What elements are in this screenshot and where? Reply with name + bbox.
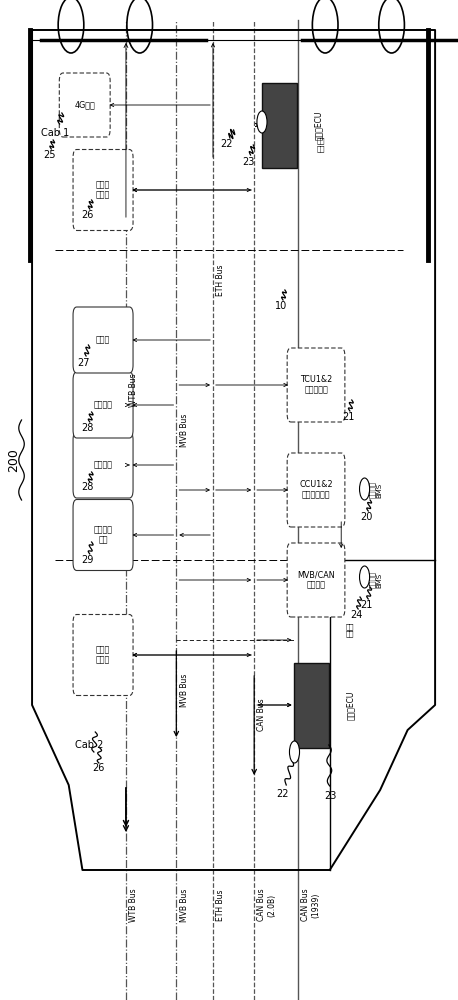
- FancyBboxPatch shape: [60, 73, 110, 137]
- Text: CCU1&2
微机控制单元: CCU1&2 微机控制单元: [299, 480, 333, 500]
- Text: 24: 24: [350, 610, 363, 620]
- FancyBboxPatch shape: [73, 614, 133, 696]
- Text: 动力电池
BMS: 动力电池 BMS: [369, 572, 382, 588]
- Text: 4G模块: 4G模块: [74, 101, 95, 109]
- FancyBboxPatch shape: [73, 307, 133, 373]
- Text: 发动机ECU: 发动机ECU: [346, 690, 355, 720]
- Text: TCU1&2
主变流器柜: TCU1&2 主变流器柜: [300, 375, 332, 395]
- FancyBboxPatch shape: [73, 149, 133, 230]
- Text: 交换机: 交换机: [96, 336, 110, 344]
- Circle shape: [360, 566, 370, 588]
- Text: 21: 21: [360, 600, 373, 610]
- Text: ETH Bus: ETH Bus: [216, 264, 225, 296]
- Circle shape: [257, 111, 267, 133]
- Text: 21: 21: [342, 412, 354, 422]
- Text: ETH Bus: ETH Bus: [216, 889, 225, 921]
- Text: 29: 29: [82, 555, 94, 565]
- FancyBboxPatch shape: [287, 348, 345, 422]
- Text: Cab 1: Cab 1: [41, 128, 69, 138]
- Text: 网关模块: 网关模块: [93, 460, 113, 470]
- Text: 动力电池
BMS: 动力电池 BMS: [369, 482, 382, 498]
- Text: 26: 26: [82, 210, 94, 220]
- FancyBboxPatch shape: [73, 500, 133, 570]
- Text: 20: 20: [360, 512, 373, 522]
- Text: CAN Bus
(2.0B): CAN Bus (2.0B): [257, 889, 277, 921]
- FancyBboxPatch shape: [73, 432, 133, 498]
- Text: 以太网
调试口: 以太网 调试口: [96, 180, 110, 200]
- Text: 发动机ECU: 发动机ECU: [314, 110, 323, 140]
- Text: WTB Bus: WTB Bus: [129, 888, 138, 922]
- Bar: [294, 662, 329, 748]
- Text: MVB Bus: MVB Bus: [180, 888, 189, 922]
- Text: Cab 2: Cab 2: [75, 740, 104, 750]
- Text: 25: 25: [43, 150, 56, 160]
- Text: 200: 200: [7, 448, 20, 472]
- Text: 事件记录
模块: 事件记录 模块: [93, 525, 113, 545]
- Text: MVB Bus: MVB Bus: [180, 413, 189, 447]
- Bar: [262, 83, 296, 167]
- Text: MVB/CAN
转换模块: MVB/CAN 转换模块: [297, 570, 335, 590]
- Text: 23: 23: [242, 157, 255, 167]
- Text: 23: 23: [324, 791, 337, 801]
- Text: 网关模块: 网关模块: [93, 400, 113, 410]
- Text: 10: 10: [275, 301, 287, 311]
- Text: CAN Bus
(1939): CAN Bus (1939): [301, 889, 320, 921]
- Circle shape: [360, 478, 370, 500]
- Text: WTB Bus: WTB Bus: [129, 373, 138, 407]
- Text: 以太网
调试口: 以太网 调试口: [96, 645, 110, 665]
- Text: 22: 22: [276, 789, 289, 799]
- Text: 26: 26: [92, 763, 105, 773]
- Text: 28: 28: [82, 423, 94, 433]
- Text: CAN Bus: CAN Bus: [257, 699, 267, 731]
- FancyBboxPatch shape: [287, 453, 345, 527]
- Text: MVB Bus: MVB Bus: [180, 673, 189, 707]
- Text: 显示
模块: 显示 模块: [316, 138, 325, 152]
- FancyBboxPatch shape: [73, 372, 133, 438]
- FancyBboxPatch shape: [287, 543, 345, 617]
- Text: 显示
模块: 显示 模块: [346, 623, 354, 637]
- Circle shape: [289, 741, 300, 763]
- Text: 22: 22: [220, 139, 233, 149]
- Text: 27: 27: [77, 358, 90, 368]
- Text: 28: 28: [82, 482, 94, 492]
